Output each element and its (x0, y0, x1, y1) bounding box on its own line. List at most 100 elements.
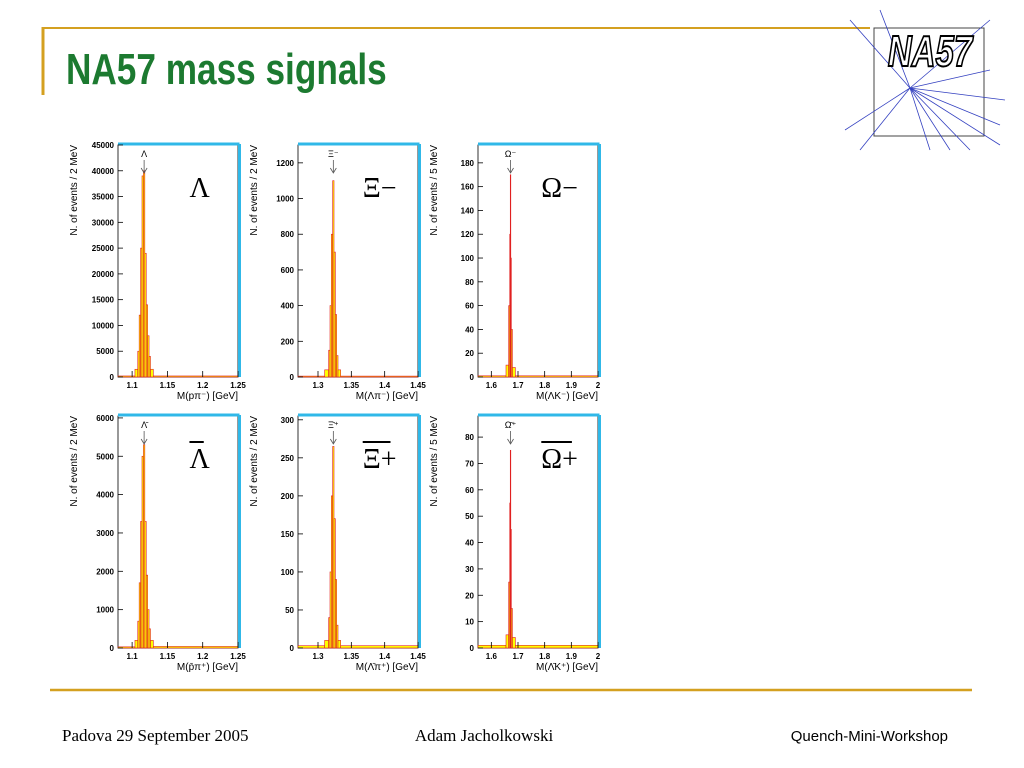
y-axis-label: N. of events / 5 MeV (429, 416, 440, 507)
x-tick-label: 1.4 (379, 381, 391, 390)
histogram-panel: 0 20 40 60 80 100 120 140 160 180 1.6 1.7 1.8 1.9 2M(Λ… (429, 142, 601, 402)
x-tick-label: 1.25 (230, 381, 246, 390)
particle-label: Ω− (541, 173, 578, 204)
histogram-bar (150, 368, 154, 378)
histogram-bar (134, 368, 139, 378)
y-tick-label: 15000 (92, 296, 115, 305)
logo-frame (873, 27, 985, 137)
plot-frame (477, 144, 599, 378)
histogram-bar (511, 608, 513, 649)
particle-label: Λ (189, 173, 210, 204)
plot-frame (477, 415, 599, 649)
y-tick-label: 3000 (96, 529, 114, 538)
y-tick-label: 2000 (96, 567, 114, 576)
y-axis-label: N. of events / 5 MeV (429, 145, 440, 236)
x-tick-label: 1.2 (197, 652, 209, 661)
particle-label: Λ (189, 444, 210, 475)
x-tick-label: 1.9 (566, 381, 578, 390)
histogram-bar (324, 640, 329, 649)
histogram-bar (337, 640, 341, 649)
y-tick-label: 40000 (92, 167, 115, 176)
x-tick-label: 1.45 (410, 652, 426, 661)
histogram-panel: 0 1000 2000 3000 4000 5000 6000 1.1 1.15 1.2 1.25M… (69, 413, 246, 673)
y-tick-label: 25000 (92, 244, 115, 253)
y-tick-label: 50 (285, 606, 294, 615)
histogram-bar (337, 369, 341, 378)
x-axis-label: M(pπ⁻) [GeV] (177, 391, 238, 402)
peak-arrow (507, 167, 514, 174)
y-tick-label: 80 (465, 278, 474, 287)
y-tick-label: 100 (461, 254, 475, 263)
peak-label: Λ (141, 149, 147, 159)
x-tick-label: 1.7 (512, 652, 524, 661)
y-tick-label: 40 (465, 325, 474, 334)
y-axis-label: N. of events / 2 MeV (69, 145, 80, 236)
plot-frame (297, 144, 419, 378)
y-tick-label: 200 (281, 492, 295, 501)
y-tick-label: 70 (465, 459, 474, 468)
y-tick-label: 600 (281, 266, 295, 275)
histogram-bar (336, 624, 339, 649)
histogram-bar (505, 364, 509, 378)
x-tick-label: 1.8 (539, 652, 551, 661)
footer-center: Adam Jacholkowski (415, 726, 554, 745)
y-tick-label: 0 (290, 644, 295, 653)
y-tick-label: 5000 (96, 452, 114, 461)
x-tick-label: 2 (596, 652, 601, 661)
y-tick-label: 20 (465, 349, 474, 358)
peak-label: Ω⁻ (505, 149, 517, 159)
y-axis-label: N. of events / 2 MeV (249, 416, 260, 507)
x-tick-label: 1.3 (312, 652, 324, 661)
peak-arrow (329, 167, 337, 174)
y-tick-label: 50 (465, 512, 474, 521)
footer-right: Quench-Mini-Workshop (791, 728, 948, 745)
y-tick-label: 30000 (92, 218, 115, 227)
histogram-panel: 0 50 100 150 200 250 300 1.3 1.35 1.4 1.45M(Λ̄π⁺) … (249, 413, 426, 673)
histogram-panel: 0 200 400 600 800 1000 1200 1.3 1.35 1.4 1.45M(Λπ⁻… (249, 142, 426, 402)
y-tick-label: 20000 (92, 270, 115, 279)
histogram-bar (324, 369, 329, 378)
y-tick-label: 0 (110, 644, 115, 653)
histogram-bar (152, 646, 239, 649)
histogram-bar (335, 314, 337, 378)
x-tick-label: 1.15 (160, 652, 176, 661)
peak-arrow (507, 438, 514, 445)
y-tick-label: 60 (465, 486, 474, 495)
y-tick-label: 60 (465, 302, 474, 311)
histogram-bar (150, 640, 154, 649)
y-tick-label: 180 (461, 159, 475, 168)
histogram-panel: 0 5000 10000 15000 20000 25000 30000 35000 40000… (69, 141, 246, 402)
x-tick-label: 2 (596, 381, 601, 390)
y-tick-label: 1200 (276, 159, 294, 168)
y-tick-label: 250 (281, 454, 295, 463)
histogram-bar (335, 579, 337, 649)
y-tick-label: 100 (281, 568, 295, 577)
x-axis-label: M(Λ̄K⁺) [GeV] (536, 662, 598, 673)
peak-label: Ω̄⁺ (505, 420, 517, 430)
x-axis-label: M(Λπ⁻) [GeV] (356, 391, 418, 402)
peak-label: Ξ⁻ (328, 149, 339, 159)
x-axis-label: M(Λ̄π⁺) [GeV] (356, 662, 418, 673)
histogram-panel: 0 10 20 30 40 50 60 70 80 1.6 1.7 1.8 1.9 2M(Λ̄K⁺) [G… (429, 413, 601, 673)
y-tick-label: 45000 (92, 141, 115, 150)
histogram-bar (134, 640, 139, 649)
x-tick-label: 1.6 (486, 381, 498, 390)
histogram-bar (515, 645, 599, 649)
histogram-bar (512, 637, 516, 649)
histogram-bar (336, 355, 339, 378)
histogram-bar (340, 645, 419, 649)
y-tick-label: 0 (290, 373, 295, 382)
histogram-bar (152, 375, 239, 378)
y-axis-label: N. of events / 2 MeV (69, 416, 80, 507)
x-tick-label: 1.6 (486, 652, 498, 661)
x-axis-label: M(p̄π⁺) [GeV] (177, 662, 238, 673)
x-tick-label: 1.1 (127, 381, 139, 390)
x-axis-label: M(ΛK⁻) [GeV] (536, 391, 598, 402)
slide-title: NA57 mass signals (66, 45, 387, 94)
peak-label: Ξ̄⁺ (328, 420, 339, 430)
y-tick-label: 0 (470, 373, 475, 382)
plot-frame (117, 144, 239, 378)
y-axis-label: N. of events / 2 MeV (249, 145, 260, 236)
y-tick-label: 5000 (96, 347, 114, 356)
